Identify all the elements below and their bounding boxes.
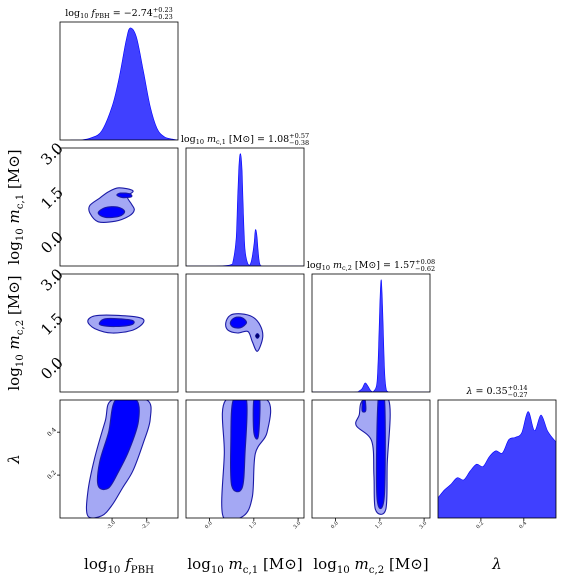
x-axis-label-mc2: log10 mc,2 [M⊙] xyxy=(313,555,428,576)
y-tick-label: 0.4 xyxy=(46,426,58,438)
y-tick-label: 0.0 xyxy=(37,354,67,384)
panel-title-mc1: log10 mc,1 [M⊙] = 1.08+0.57 xyxy=(181,132,309,146)
panel-frame-2-2 xyxy=(311,273,431,393)
contour-point-marker xyxy=(255,334,260,338)
contour-inner-mc1_vs_f-1 xyxy=(97,206,126,219)
x-axis-label-lam: λ xyxy=(491,555,502,573)
x-tick-label: 3.0 xyxy=(418,520,428,530)
panel-frame-0-0 xyxy=(59,21,179,141)
x-axis-label-mc1: log10 mc,1 [M⊙] xyxy=(187,555,302,576)
x-tick-label: 1.5 xyxy=(374,520,384,530)
x-tick-label: -3.0 xyxy=(106,520,117,531)
contour-inner-mc2_vs_f-1 xyxy=(98,317,135,328)
panel-title-lam: λ = 0.35+0.14 xyxy=(465,384,527,397)
x-tick-label: 0.4 xyxy=(518,520,528,530)
panel-frame-3-0 xyxy=(59,399,179,519)
panel-title-f: log10 fPBH = −2.74+0.23 xyxy=(65,6,173,20)
x-tick-label: -2.5 xyxy=(141,520,152,531)
panel-title-minus-mc2: −0.62 xyxy=(415,265,435,273)
contour-inner-lam_vs_mc2-1 xyxy=(375,400,386,510)
y-axis-label-mc2: log10 mc,2 [M⊙] xyxy=(5,275,26,390)
x-tick-label: 0.2 xyxy=(475,520,485,530)
contour-panel-mc1_vs_f xyxy=(88,187,135,223)
x-tick-label: 1.5 xyxy=(248,520,258,530)
y-tick-label: 1.5 xyxy=(37,309,67,339)
x-tick-label: 0.0 xyxy=(204,520,214,530)
panel-frame-3-1 xyxy=(185,399,305,519)
marginal-area-mc1 xyxy=(186,153,304,266)
x-axis-label-f: log10 fPBH xyxy=(84,555,154,576)
contour-panel-lam_vs_mc2 xyxy=(355,400,391,515)
marginal-area-lam xyxy=(438,411,556,518)
panel-title-minus-mc1: −0.38 xyxy=(289,139,309,147)
contour-panel-lam_vs_f xyxy=(85,400,152,518)
axes-layer xyxy=(57,21,557,521)
contour-inner-mc2_vs_mc1-1 xyxy=(229,316,248,329)
marginal-area-mc2 xyxy=(312,279,430,392)
y-tick-label: 0.0 xyxy=(37,228,67,258)
contour-panel-mc2_vs_f xyxy=(87,314,145,334)
contour-layer xyxy=(70,27,556,518)
contour-panel-mc2_vs_mc1 xyxy=(225,313,264,352)
y-axis-label-lam: λ xyxy=(5,454,23,465)
x-tick-label: 0.0 xyxy=(330,520,340,530)
contour-inner-lam_vs_mc1-1 xyxy=(229,400,248,493)
marginal-mc1 xyxy=(186,153,304,266)
y-axis-label-mc1: log10 mc,1 [M⊙] xyxy=(5,149,26,264)
panel-title-minus-lam: −0.27 xyxy=(508,391,528,399)
panel-title-minus-f: −0.23 xyxy=(153,13,173,21)
marginal-mc2 xyxy=(312,279,430,392)
contour-panel-lam_vs_mc1 xyxy=(221,400,272,518)
panel-frame-1-1 xyxy=(185,147,305,267)
marginal-f xyxy=(70,27,178,140)
contour-inner-mc1_vs_f-2 xyxy=(116,192,133,199)
x-tick-label: 3.0 xyxy=(292,520,302,530)
panel-frame-2-0 xyxy=(59,273,179,393)
y-tick-label: 0.2 xyxy=(46,469,58,481)
y-tick-label: 3.0 xyxy=(37,265,67,295)
panel-title-mc2: log10 mc,2 [M⊙] = 1.57+0.08 xyxy=(307,258,435,272)
marginal-area-f xyxy=(70,27,178,140)
panel-frame-3-3 xyxy=(437,399,557,519)
marginal-lam xyxy=(438,411,556,518)
panel-frame-2-1 xyxy=(185,273,305,393)
text-layer: 3.0 1.5 0.0 3.0 1.5 0.0 0.4 0.2 -3.0 -2.5 0.0 1.5 3.… xyxy=(5,6,528,576)
panel-frame-3-2 xyxy=(311,399,431,519)
contour-inner-lam_vs_f-1 xyxy=(96,400,140,491)
y-tick-label: 1.5 xyxy=(37,183,67,213)
contour-inner-lam_vs_mc2-2 xyxy=(361,400,367,413)
contour-inner-lam_vs_mc1-2 xyxy=(252,400,261,440)
y-tick-label: 3.0 xyxy=(37,139,67,169)
panel-frame-1-0 xyxy=(59,147,179,267)
